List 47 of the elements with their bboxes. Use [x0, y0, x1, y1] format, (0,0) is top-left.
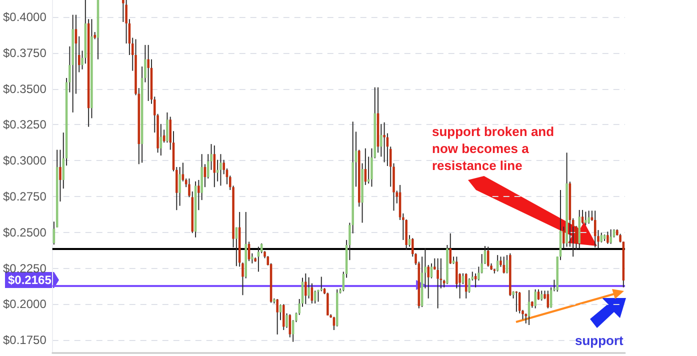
candlestick: [534, 288, 536, 309]
y-tick-label: $0.2750: [2, 189, 47, 204]
candlestick: [462, 272, 464, 285]
candlestick: [588, 210, 590, 224]
candlestick: [562, 226, 565, 249]
candlestick: [213, 144, 216, 188]
candlestick: [584, 211, 587, 226]
candlestick: [288, 314, 292, 338]
y-tick-label: $0.2000: [2, 297, 47, 312]
candlestick: [606, 231, 609, 244]
candlestick: [286, 312, 288, 328]
candlestick: [546, 290, 550, 309]
candlestick: [610, 228, 612, 244]
candlestick: [251, 252, 254, 264]
candlestick: [474, 272, 477, 288]
candlestick: [220, 154, 222, 186]
candlestick: [449, 232, 452, 264]
candlestick: [436, 258, 439, 309]
candlestick: [502, 256, 505, 274]
y-tick-label: $0.3500: [2, 82, 47, 96]
y-tick-label: $0.4000: [2, 10, 47, 24]
candlestick: [198, 179, 200, 211]
candlestick: [487, 246, 490, 268]
candlestick: [59, 149, 62, 202]
candlestick: [304, 272, 307, 305]
y-tick-label: $0.3250: [2, 118, 47, 132]
candlestick: [383, 122, 386, 163]
candlestick: [537, 288, 540, 300]
candlestick: [282, 304, 285, 331]
text: $0.2165: [8, 273, 52, 287]
candlestick: [430, 262, 433, 279]
candlestick: [279, 304, 282, 321]
y-tick-label: $0.3000: [2, 154, 47, 168]
candlestick: [276, 298, 278, 335]
candlestick: [320, 276, 323, 292]
y-tick-label: $0.2500: [2, 225, 47, 240]
y-tick-label: $0.1750: [2, 333, 47, 348]
annotation: support broken and now becomes a resistance line: [432, 124, 558, 173]
candlestick: [326, 292, 329, 316]
candlestick: [147, 44, 150, 102]
candlestick: [308, 276, 310, 299]
candlestick: [178, 166, 181, 206]
candlestick: [166, 112, 168, 144]
annotation: support: [575, 333, 624, 348]
y-tick-label: $0.3750: [2, 46, 47, 60]
candlestick: [540, 290, 543, 302]
y-tick-label: $0.2250: [2, 261, 47, 276]
